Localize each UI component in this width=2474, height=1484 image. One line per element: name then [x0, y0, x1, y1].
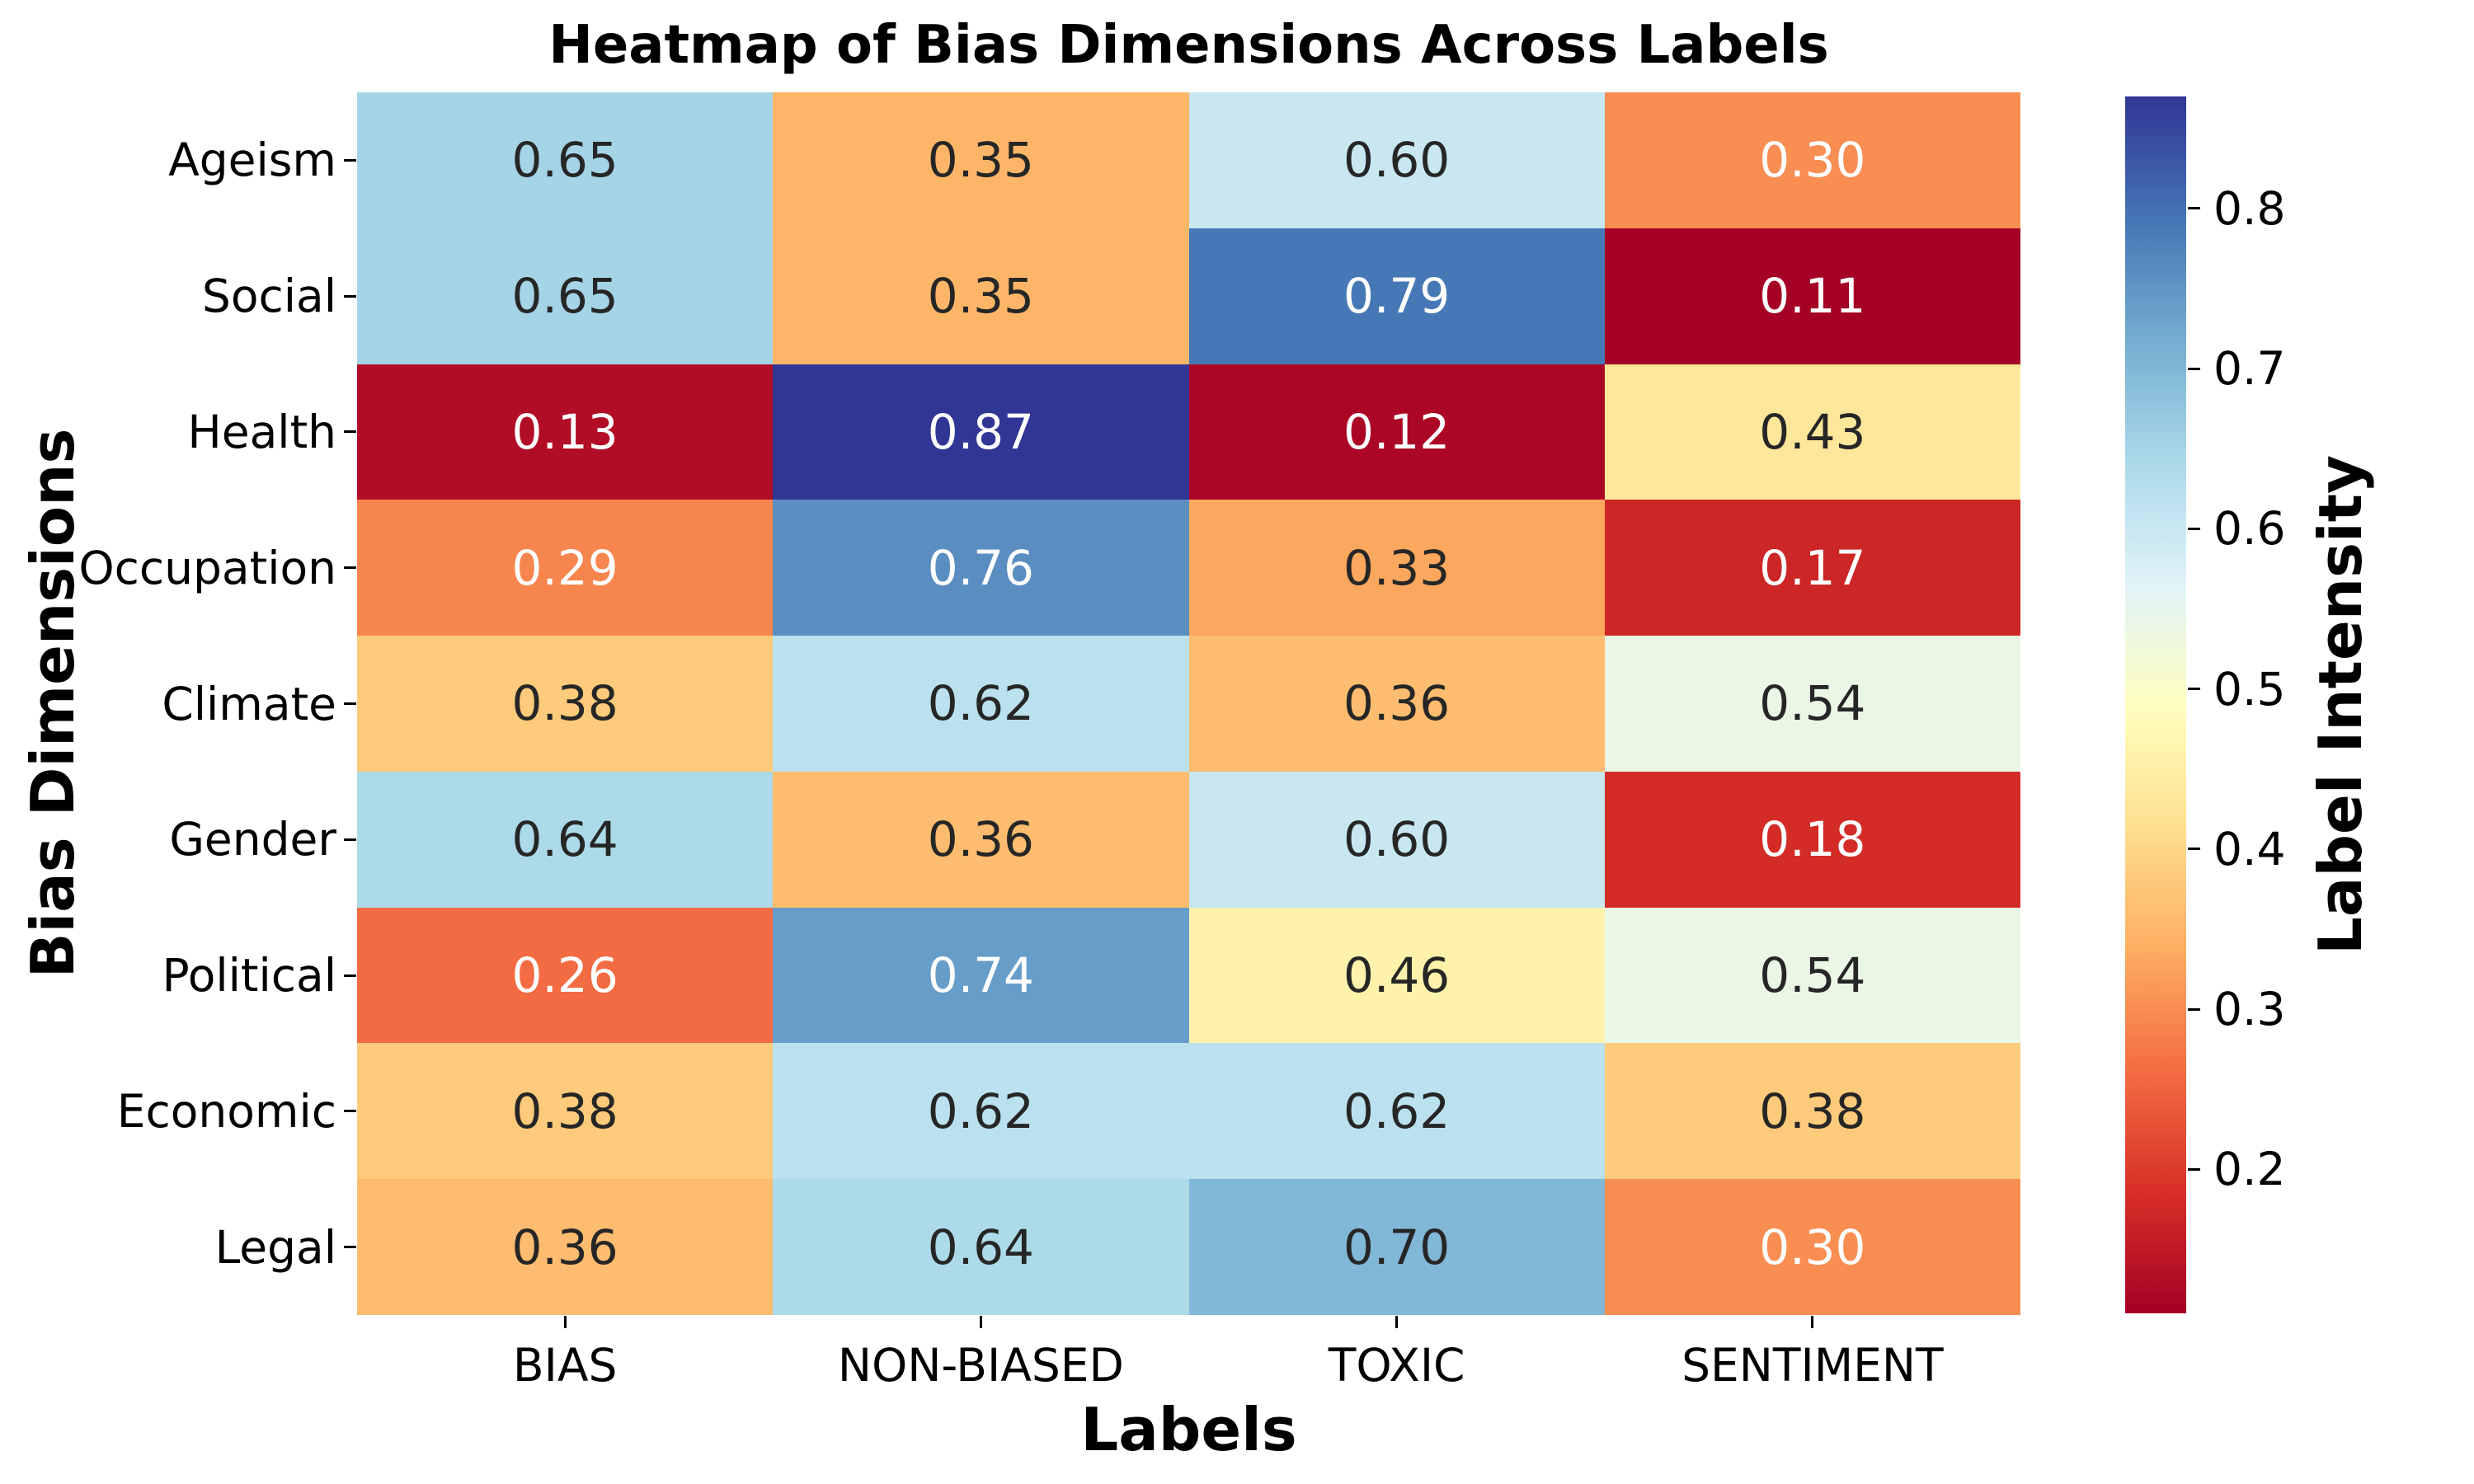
heatmap-cell: 0.64: [773, 1179, 1189, 1315]
x-tick-mark: [979, 1316, 982, 1328]
x-tick-mark: [1811, 1316, 1814, 1328]
chart-title: Heatmap of Bias Dimensions Across Labels: [548, 15, 1829, 76]
x-tick-label: TOXIC: [1328, 1339, 1465, 1392]
heatmap-cell: 0.43: [1604, 364, 2020, 500]
heatmap-cell: 0.38: [357, 636, 774, 772]
x-tick-label: NON-BIASED: [837, 1339, 1124, 1392]
colorbar-tick-label: 0.5: [2213, 662, 2286, 716]
colorbar-tick-label: 0.6: [2213, 502, 2286, 556]
y-tick-mark: [344, 974, 356, 977]
heatmap-cell: 0.26: [357, 907, 774, 1044]
colorbar-tick-mark: [2188, 207, 2200, 210]
colorbar-tick-label: 0.3: [2213, 983, 2286, 1036]
heatmap-cell: 0.36: [773, 771, 1189, 908]
heatmap-cell: 0.54: [1604, 636, 2020, 772]
y-tick-label: Occupation: [78, 541, 336, 594]
y-tick-label: Health: [187, 405, 336, 458]
colorbar-tick-label: 0.8: [2213, 181, 2286, 235]
colorbar-tick-mark: [2188, 527, 2200, 530]
heatmap-cell: 0.35: [773, 92, 1189, 228]
y-tick-label: Legal: [214, 1220, 336, 1274]
heatmap-cell: 0.33: [1188, 500, 1605, 636]
y-tick-mark: [344, 1246, 356, 1249]
y-axis-label: Bias Dimensions: [18, 428, 87, 979]
heatmap-cell: 0.62: [1188, 1043, 1605, 1180]
colorbar-tick-mark: [2188, 848, 2200, 851]
colorbar: [2125, 96, 2186, 1313]
heatmap-cell: 0.11: [1604, 228, 2020, 364]
x-tick-mark: [563, 1316, 567, 1328]
colorbar-tick-mark: [2188, 688, 2200, 691]
colorbar-label: Label Intensity: [2306, 454, 2375, 956]
heatmap-grid: 0.65 0.35 0.60 0.30 0.65 0.35 0.79 0.11 0.13 0.87…: [357, 92, 2020, 1315]
y-tick-label: Social: [201, 270, 336, 323]
heatmap-cell: 0.36: [1188, 636, 1605, 772]
colorbar-tick-mark: [2188, 367, 2200, 370]
y-tick-label: Gender: [169, 813, 336, 866]
heatmap-cell: 0.35: [773, 228, 1189, 364]
heatmap-cell: 0.60: [1188, 771, 1605, 908]
heatmap-cell: 0.70: [1188, 1179, 1605, 1315]
heatmap-cell: 0.18: [1604, 771, 2020, 908]
heatmap-cell: 0.36: [357, 1179, 774, 1315]
heatmap-cell: 0.76: [773, 500, 1189, 636]
heatmap-cell: 0.30: [1604, 92, 2020, 228]
y-tick-mark: [344, 838, 356, 841]
colorbar-tick-mark: [2188, 1007, 2200, 1011]
y-tick-mark: [344, 158, 356, 162]
x-tick-label: BIAS: [512, 1339, 618, 1392]
heatmap-cell: 0.62: [773, 1043, 1189, 1180]
heatmap-cell: 0.79: [1188, 228, 1605, 364]
x-tick-mark: [1395, 1316, 1399, 1328]
heatmap-cell: 0.60: [1188, 92, 1605, 228]
heatmap-cell: 0.87: [773, 364, 1189, 500]
colorbar-tick-label: 0.7: [2213, 342, 2286, 396]
heatmap-cell: 0.54: [1604, 907, 2020, 1044]
heatmap-cell: 0.46: [1188, 907, 1605, 1044]
colorbar-tick-label: 0.2: [2213, 1143, 2286, 1196]
y-tick-label: Political: [162, 949, 337, 1003]
heatmap-cell: 0.38: [1604, 1043, 2020, 1180]
heatmap-cell: 0.12: [1188, 364, 1605, 500]
y-tick-label: Ageism: [168, 134, 336, 187]
colorbar-tick-mark: [2188, 1167, 2200, 1171]
y-tick-mark: [344, 1110, 356, 1113]
heatmap-cell: 0.74: [773, 907, 1189, 1044]
y-tick-mark: [344, 566, 356, 570]
heatmap-cell: 0.65: [357, 228, 774, 364]
y-tick-label: Climate: [162, 677, 336, 730]
y-tick-mark: [344, 294, 356, 298]
colorbar-tick-label: 0.4: [2213, 822, 2286, 876]
heatmap-cell: 0.13: [357, 364, 774, 500]
heatmap-cell: 0.65: [357, 92, 774, 228]
y-tick-mark: [344, 430, 356, 434]
heatmap-cell: 0.64: [357, 771, 774, 908]
heatmap-cell: 0.62: [773, 636, 1189, 772]
heatmap-cell: 0.17: [1604, 500, 2020, 636]
x-tick-label: SENTIMENT: [1681, 1339, 1944, 1392]
heatmap-cell: 0.29: [357, 500, 774, 636]
heatmap-cell: 0.30: [1604, 1179, 2020, 1315]
x-axis-label: Labels: [1080, 1395, 1297, 1464]
y-tick-label: Economic: [116, 1084, 336, 1138]
heatmap-cell: 0.38: [357, 1043, 774, 1180]
y-tick-mark: [344, 702, 356, 705]
